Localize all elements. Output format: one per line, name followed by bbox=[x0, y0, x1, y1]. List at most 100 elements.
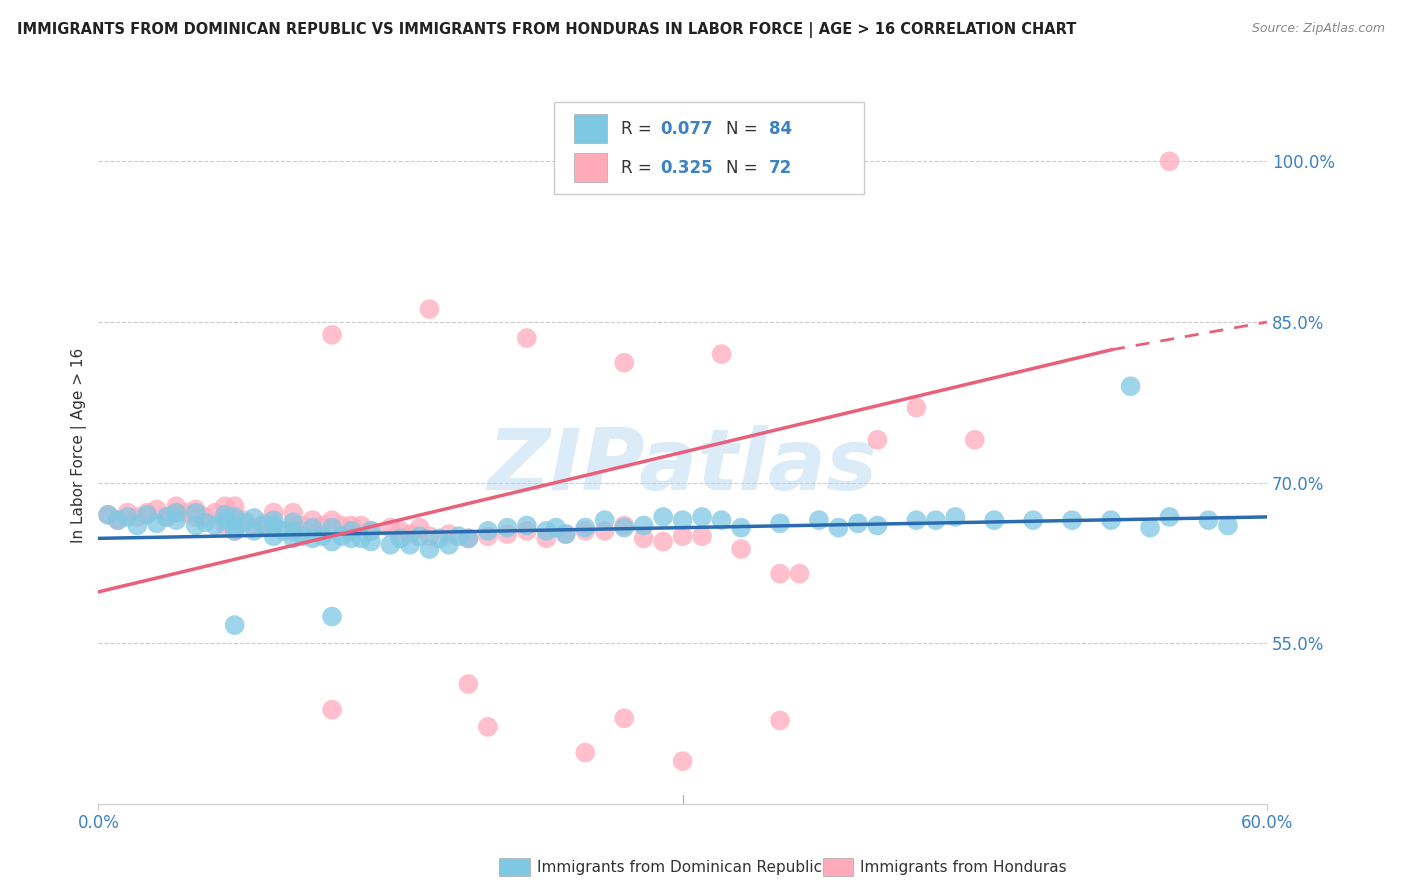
Point bbox=[613, 356, 636, 370]
Point bbox=[184, 506, 207, 520]
Point bbox=[457, 532, 479, 546]
Point bbox=[340, 524, 363, 538]
Point bbox=[263, 513, 285, 527]
Point bbox=[672, 513, 695, 527]
Point bbox=[1022, 513, 1045, 527]
Point bbox=[194, 510, 217, 524]
Text: R =: R = bbox=[620, 120, 657, 137]
Point bbox=[672, 754, 695, 768]
Point bbox=[281, 518, 304, 533]
Point bbox=[574, 746, 596, 760]
Point bbox=[301, 513, 323, 527]
Point bbox=[866, 433, 889, 447]
Point bbox=[224, 518, 246, 533]
Point bbox=[340, 532, 363, 546]
Point bbox=[418, 302, 440, 317]
Point bbox=[1198, 513, 1220, 527]
Point bbox=[107, 513, 129, 527]
Text: 84: 84 bbox=[769, 120, 792, 137]
Point bbox=[97, 508, 120, 522]
Point bbox=[963, 433, 986, 447]
Point bbox=[127, 518, 149, 533]
Point bbox=[146, 516, 169, 531]
Point bbox=[389, 524, 412, 538]
Point bbox=[593, 513, 616, 527]
Point bbox=[204, 518, 226, 533]
Point bbox=[360, 534, 382, 549]
Point bbox=[291, 529, 314, 543]
Text: IMMIGRANTS FROM DOMINICAN REPUBLIC VS IMMIGRANTS FROM HONDURAS IN LABOR FORCE | : IMMIGRANTS FROM DOMINICAN REPUBLIC VS IM… bbox=[17, 22, 1076, 38]
Point bbox=[769, 566, 792, 581]
Point bbox=[263, 521, 285, 535]
Point bbox=[321, 327, 343, 342]
Point bbox=[516, 518, 538, 533]
Point bbox=[789, 566, 811, 581]
Point bbox=[321, 703, 343, 717]
Point bbox=[350, 532, 373, 546]
Text: Source: ZipAtlas.com: Source: ZipAtlas.com bbox=[1251, 22, 1385, 36]
Point bbox=[214, 500, 236, 514]
Point bbox=[311, 529, 333, 543]
Point bbox=[574, 524, 596, 538]
Text: Immigrants from Honduras: Immigrants from Honduras bbox=[860, 860, 1067, 874]
FancyBboxPatch shape bbox=[574, 153, 606, 182]
Point bbox=[846, 516, 869, 531]
Point bbox=[281, 506, 304, 520]
Point bbox=[155, 510, 177, 524]
Point bbox=[613, 521, 636, 535]
Point bbox=[243, 521, 266, 535]
Point bbox=[633, 532, 655, 546]
Point bbox=[769, 714, 792, 728]
Point bbox=[710, 513, 733, 527]
Point bbox=[380, 538, 402, 552]
Point bbox=[652, 510, 675, 524]
Point bbox=[399, 527, 422, 541]
Point bbox=[1139, 521, 1161, 535]
Point bbox=[496, 527, 519, 541]
Point bbox=[117, 510, 139, 524]
Point bbox=[330, 518, 353, 533]
Point bbox=[107, 513, 129, 527]
Point bbox=[613, 711, 636, 725]
Point bbox=[224, 524, 246, 538]
Point bbox=[184, 518, 207, 533]
FancyBboxPatch shape bbox=[554, 103, 863, 194]
Point bbox=[273, 524, 295, 538]
Point bbox=[613, 518, 636, 533]
Point bbox=[224, 513, 246, 527]
Point bbox=[224, 618, 246, 632]
Point bbox=[447, 529, 470, 543]
Point bbox=[321, 521, 343, 535]
Point bbox=[477, 720, 499, 734]
Point bbox=[263, 506, 285, 520]
Point bbox=[477, 524, 499, 538]
Point bbox=[807, 513, 830, 527]
Point bbox=[652, 534, 675, 549]
Point bbox=[389, 532, 412, 546]
Point bbox=[1062, 513, 1084, 527]
Point bbox=[184, 502, 207, 516]
Point bbox=[165, 506, 187, 520]
Point bbox=[943, 510, 966, 524]
Point bbox=[690, 529, 713, 543]
Point bbox=[544, 521, 567, 535]
Point bbox=[281, 532, 304, 546]
Point bbox=[224, 500, 246, 514]
Point bbox=[905, 513, 928, 527]
Point bbox=[925, 513, 948, 527]
Point bbox=[165, 513, 187, 527]
Point bbox=[1216, 518, 1239, 533]
Point bbox=[633, 518, 655, 533]
Point bbox=[184, 510, 207, 524]
Point bbox=[155, 510, 177, 524]
Point bbox=[127, 510, 149, 524]
Point bbox=[827, 521, 849, 535]
Point bbox=[243, 524, 266, 538]
Point bbox=[360, 524, 382, 538]
Point bbox=[672, 529, 695, 543]
Point bbox=[437, 527, 460, 541]
Point bbox=[233, 516, 256, 530]
Point bbox=[281, 516, 304, 530]
Point bbox=[1119, 379, 1142, 393]
Point bbox=[321, 534, 343, 549]
